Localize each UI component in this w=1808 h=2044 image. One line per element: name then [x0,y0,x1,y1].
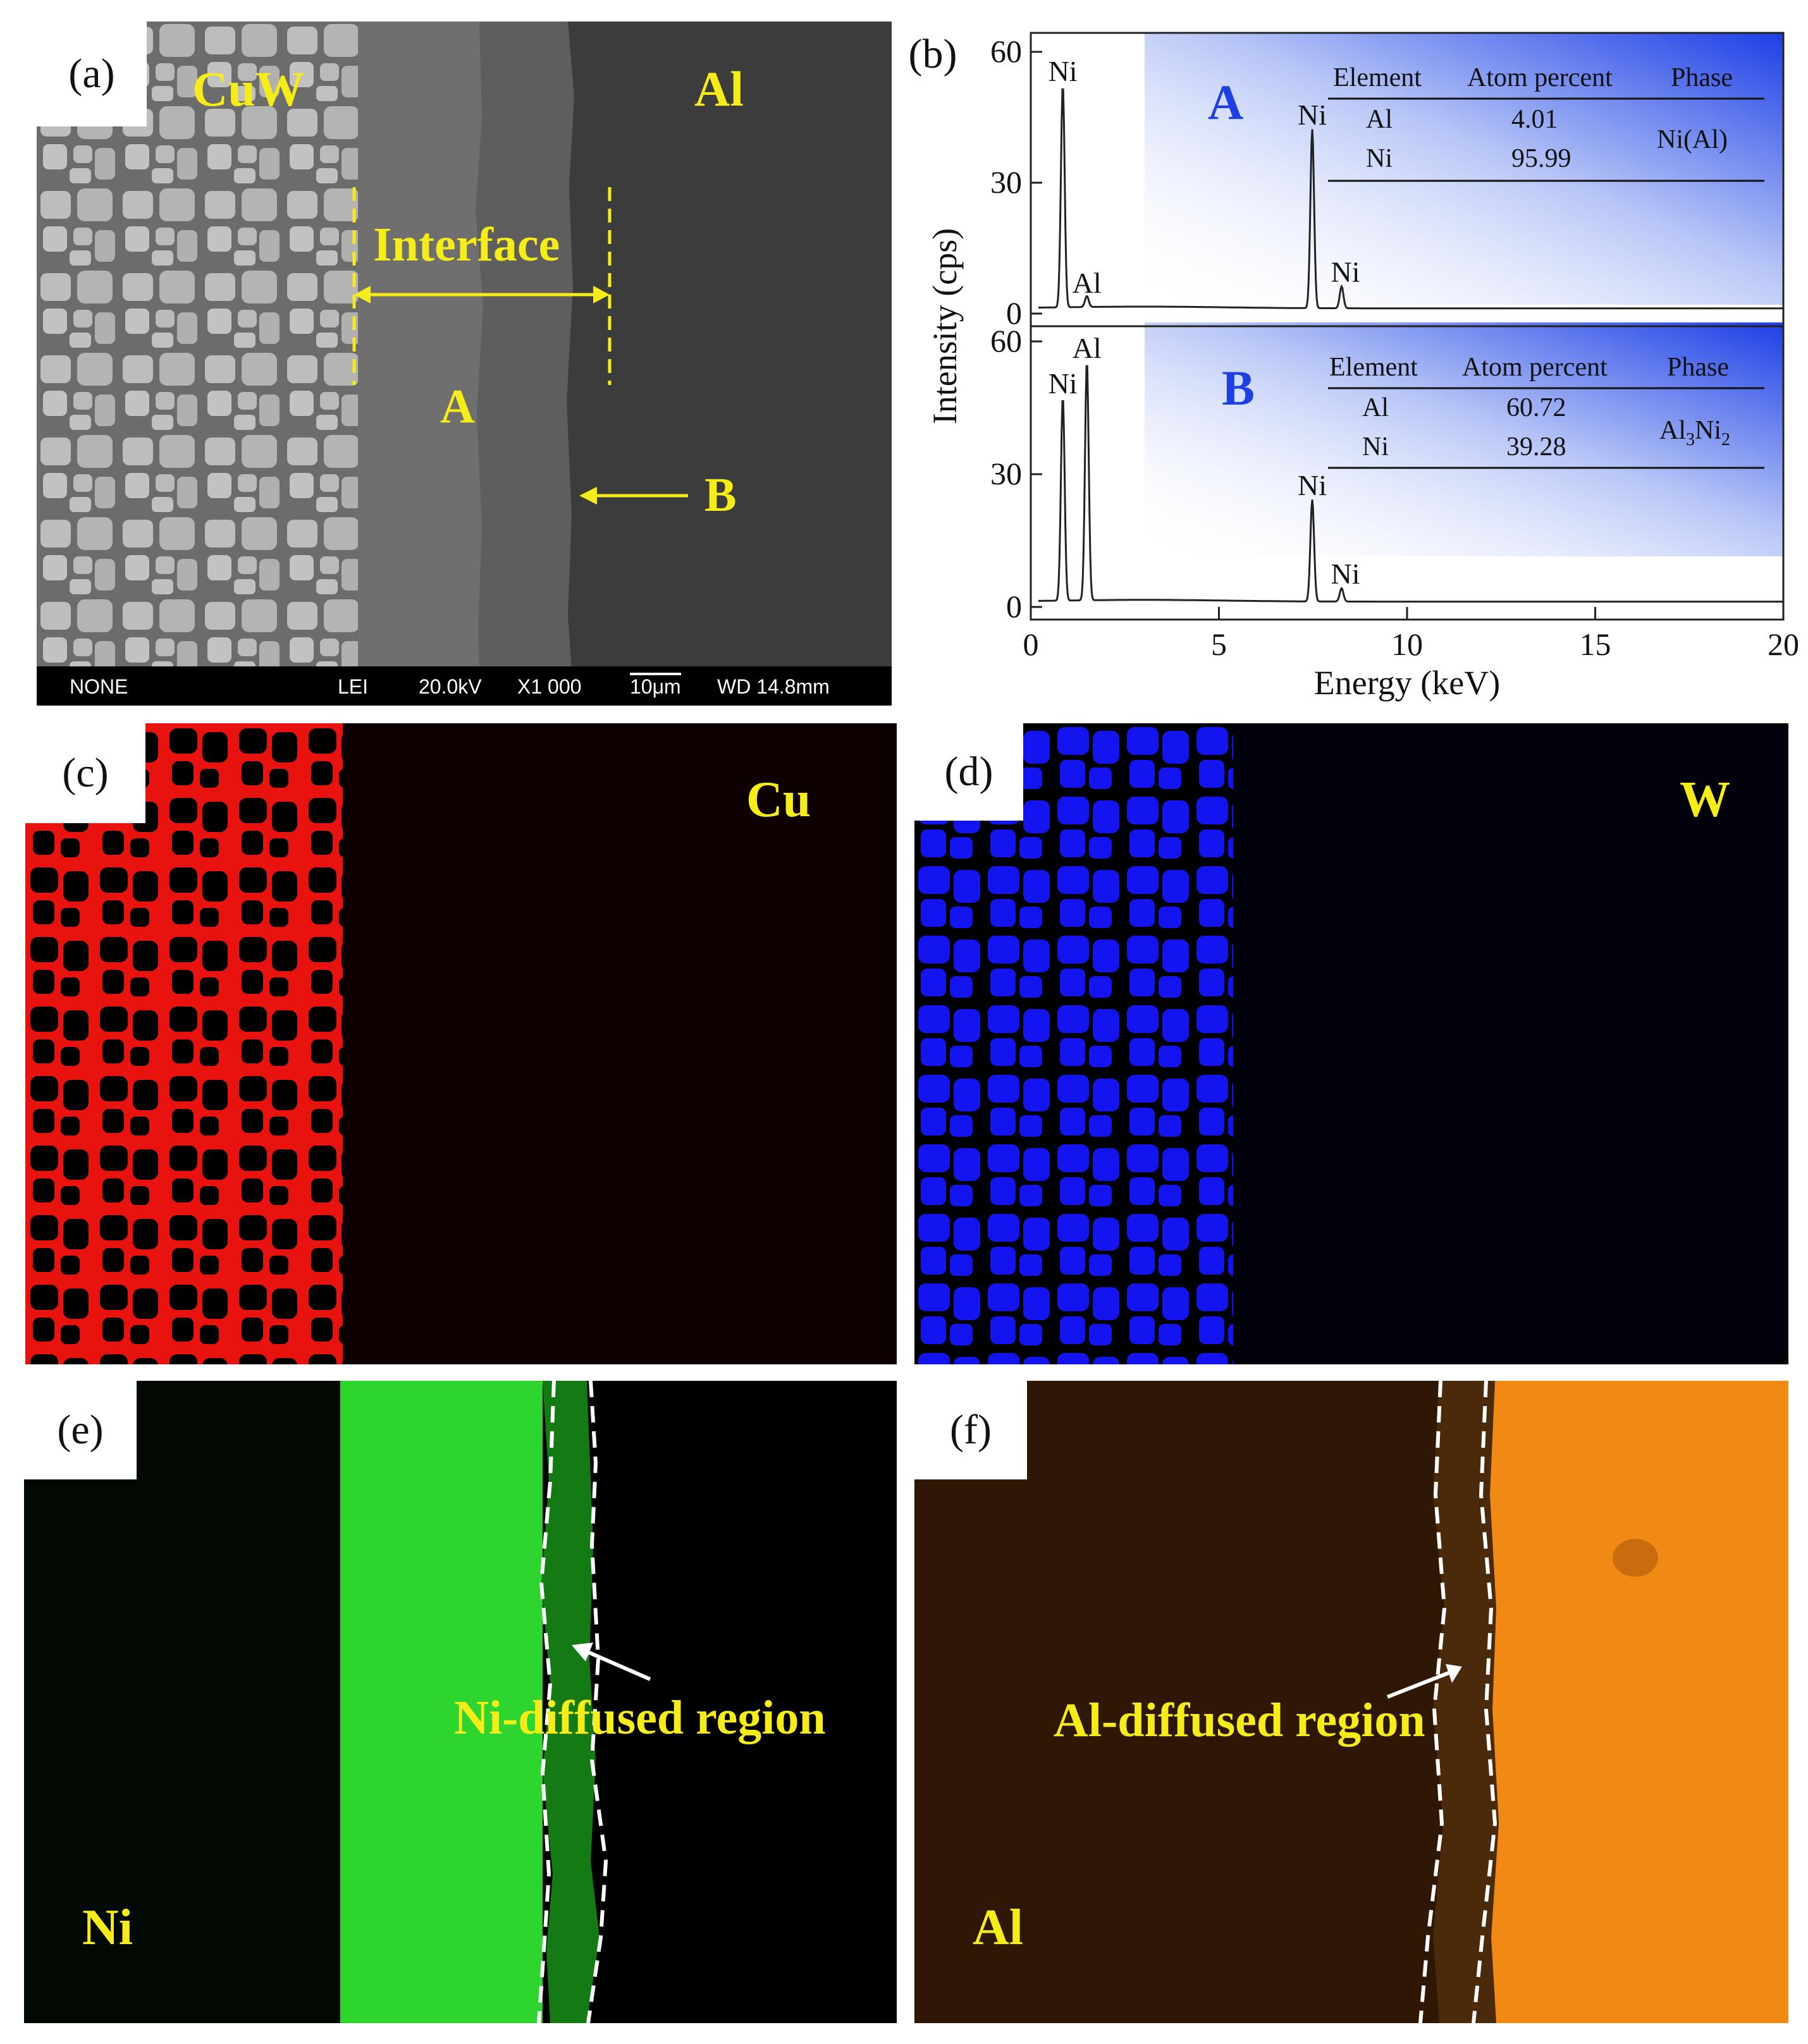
ni-diffused-region-label: Ni-diffused region [454,1691,826,1744]
table-a: Element Atom percent Phase Al 4.01 Ni 95… [1328,63,1764,182]
x-tick-label: 10 [1391,627,1423,662]
y-tick-label: 0 [1006,589,1022,624]
table-b-row1-value: 60.72 [1506,393,1566,422]
table-a-header-phase: Phase [1671,63,1733,92]
panel-c-label: (c) [25,723,145,823]
al-region-boundary-left [1418,1381,1447,2023]
table-b-header-element: Element [1329,353,1418,382]
spectrum-A [1038,88,1783,310]
point-a-spectrum-label: A [1208,75,1243,130]
sem-info-bar: NONE LEI 20.0kV X1 000 10μm WD 14.8mm [37,666,892,706]
sem-image-panel: CuW Al Interface A B NONE LEI 20.0kV X1 … [37,21,892,706]
x-tick-label: 5 [1211,627,1227,662]
x-tick-label: 0 [1023,627,1039,662]
spectrum-B [1038,365,1783,603]
ni-element-label: Ni [82,1900,133,1955]
w-element-label: W [1680,772,1730,828]
sem-magnification: X1 000 [517,675,582,698]
ni-map-panel: Ni-diffused region Ni (e) [24,1381,897,2023]
al-distribution-map [914,1381,1788,2023]
sem-working-distance: WD 14.8mm [717,675,830,698]
peak-label-B-0: Ni [1049,367,1078,400]
w-distribution-map [914,723,1788,1364]
y-tick-label: 0 [1006,295,1022,331]
y-tick-label: 60 [990,323,1022,358]
peak-label-A-3: Ni [1331,256,1360,288]
table-a-row1-element: Al [1366,105,1393,134]
al-map-panel: Al-diffused region Al (f) [914,1381,1788,2023]
peak-label-A-2: Ni [1298,99,1327,131]
y-tick-label: 60 [990,34,1022,69]
table-b-row2-value: 39.28 [1506,432,1566,462]
w-map-panel: W (d) [914,723,1788,1364]
cu-element-label: Cu [746,772,811,828]
peak-label-A-0: Ni [1049,55,1078,87]
inset-a-background [1145,33,1783,305]
sem-micrograph [37,21,892,706]
eds-spectra-panel: 0 5 10 15 20 0 30 60 0 30 60 Ni Al Ni Ni Ni Al Ni Ni Elem… [898,25,1808,708]
ni-region-boundary-left [537,1381,556,2023]
ni-distribution-map [24,1381,651,2023]
point-b-label: B [704,468,737,522]
table-b-header-phase: Phase [1667,353,1729,382]
cuw-region-label: CuW [192,61,305,116]
y-tick-label: 30 [990,456,1022,491]
al-region-label: Al [694,61,744,116]
panel-d-label: (d) [914,723,1023,821]
al-element-label: Al [973,1900,1023,1955]
table-a-row1-value: 4.01 [1511,105,1558,134]
panel-a-label: (a) [37,21,147,126]
peak-label-B-2: Ni [1298,469,1327,501]
cu-distribution-map [25,723,897,1364]
y-axis-title: Intensity (cps) [926,228,964,424]
panel-b-label: (b) [908,31,957,77]
x-tick-label: 15 [1580,627,1611,662]
peak-label-B-3: Ni [1331,558,1360,590]
sem-detector: NONE [70,675,128,698]
table-b-header-atom: Atom percent [1462,353,1608,382]
table-a-phase: Ni(Al) [1657,125,1728,154]
x-tick-label: 20 [1768,627,1799,662]
y-tick-label: 30 [990,164,1022,200]
sem-scale-bar: 10μm [630,673,681,699]
table-b-phase: Al3Ni2 [1659,416,1730,450]
sem-voltage: 20.0kV [419,675,482,698]
point-a-label: A [440,380,475,433]
inset-b-background [1145,322,1783,556]
point-b-spectrum-label: B [1222,360,1255,415]
ni-region-boundary-right [586,1381,608,2023]
table-a-row2-element: Ni [1366,144,1393,173]
sem-mode: LEI [338,675,369,698]
table-b-row2-element: Ni [1362,432,1389,462]
peak-label-A-1: Al [1073,267,1102,299]
interface-label: Interface [373,218,560,271]
table-a-row2-value: 95.99 [1511,144,1571,173]
panel-e-label: (e) [24,1381,137,1479]
table-a-header-atom: Atom percent [1467,63,1613,92]
x-axis-title: Energy (keV) [1314,664,1500,702]
panel-f-label: (f) [914,1381,1027,1479]
table-a-header-element: Element [1333,63,1422,92]
table-b: Element Atom percent Phase Al 60.72 Ni 3… [1328,353,1764,469]
al-region-boundary-right [1472,1381,1497,2023]
table-b-row1-element: Al [1362,393,1389,422]
al-diffused-region-label: Al-diffused region [1054,1694,1425,1747]
cu-map-panel: Cu (c) [25,723,897,1364]
peak-label-B-1: Al [1073,332,1102,364]
